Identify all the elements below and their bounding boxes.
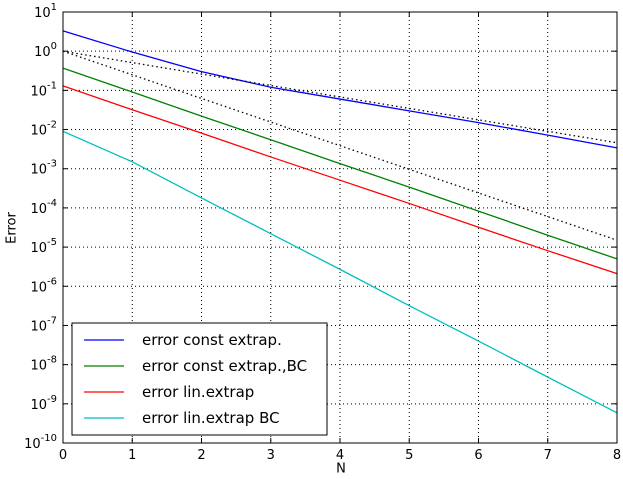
series-line: [62, 30, 618, 149]
y-tick-label: 10-10: [24, 433, 57, 452]
y-tick-label: 10-1: [30, 80, 57, 99]
series-line: [62, 67, 618, 260]
x-tick-label: 6: [474, 448, 482, 463]
y-tick-label: 10-6: [30, 276, 57, 295]
x-tick-label: 5: [405, 448, 413, 463]
x-tick-label: 8: [613, 448, 621, 463]
y-axis-label: Error: [5, 212, 20, 244]
y-tick-label: 100: [34, 41, 57, 60]
series-line: [62, 85, 618, 275]
x-tick-label: 7: [544, 448, 552, 463]
y-tick-label: 10-8: [30, 355, 57, 374]
y-tick-label: 10-9: [30, 394, 57, 413]
y-tick-label: 10-2: [30, 120, 57, 139]
legend-label: error const extrap.,BC: [142, 357, 307, 375]
legend-label: error const extrap.: [142, 331, 282, 349]
x-tick-label: 1: [128, 448, 136, 463]
y-tick-label: 101: [34, 2, 57, 21]
y-tick-label: 10-4: [30, 198, 57, 217]
legend-label: error lin.extrap: [142, 383, 254, 401]
y-tick-label: 10-7: [30, 315, 57, 334]
x-tick-label: 4: [336, 448, 344, 463]
series-line: [62, 130, 618, 414]
y-tick-label: 10-3: [30, 159, 57, 178]
legend-box: [71, 322, 328, 436]
x-axis-label: N: [336, 462, 346, 477]
x-tick-label: 2: [197, 448, 205, 463]
x-tick-label: 3: [267, 448, 275, 463]
plot-frame: [62, 11, 618, 444]
x-tick-label: 0: [59, 448, 67, 463]
y-tick-label: 10-5: [30, 237, 57, 256]
legend-label: error lin.extrap BC: [142, 409, 280, 427]
series-line: [62, 50, 618, 241]
